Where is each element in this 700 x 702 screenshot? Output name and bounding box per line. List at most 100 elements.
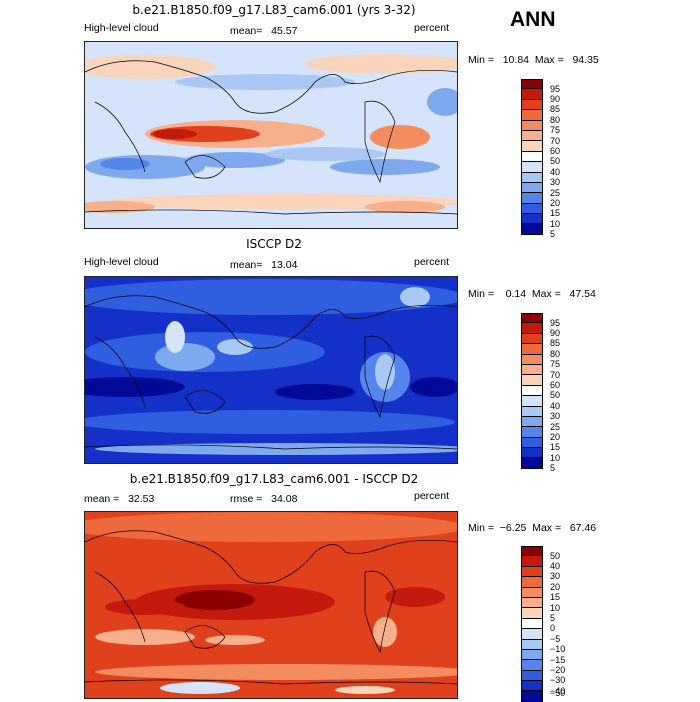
panel-1-map: [84, 41, 458, 229]
colorbar-label: 30: [550, 571, 561, 581]
colorbar-label: 90: [550, 328, 561, 338]
colorbar-label: 75: [550, 359, 561, 369]
colorbar-label: 10: [550, 219, 561, 229]
colorbar-label: 15: [550, 208, 561, 218]
colorbar-label: 30: [550, 411, 561, 421]
colorbar-cell: [521, 577, 543, 588]
colorbar-label: 5: [550, 613, 556, 623]
panel-3-rmse-label: rmse = 34.08: [230, 493, 298, 505]
colorbar-cell: [521, 587, 543, 598]
panel-2-variable-label: High-level cloud: [84, 256, 159, 268]
panel-3-colorbar: [521, 546, 543, 702]
colorbar-label: 50: [550, 390, 561, 400]
colorbar-cell: [521, 110, 543, 121]
colorbar-label: 15: [550, 442, 561, 452]
colorbar-cell: [521, 224, 543, 235]
colorbar-cell: [521, 566, 543, 578]
colorbar-label: 90: [550, 94, 561, 104]
panel-3-mean-label: mean = 32.53: [84, 493, 155, 505]
colorbar-cell: [521, 364, 543, 376]
colorbar-label: 75: [550, 125, 561, 135]
colorbar-cell: [521, 99, 543, 111]
colorbar-label: 80: [550, 349, 561, 359]
colorbar-cell: [521, 193, 543, 204]
colorbar-label: 70: [550, 370, 561, 380]
colorbar-label: 70: [550, 136, 561, 146]
season-label: ANN: [510, 8, 556, 31]
panel-2-map: [84, 276, 458, 464]
panel-2-units-label: percent: [414, 256, 450, 268]
colorbar-cell: [521, 448, 543, 459]
colorbar-label: 95: [550, 84, 561, 94]
panel-2-minmax: Min = 0.14 Max = 47.54: [468, 288, 596, 300]
panel-3-map: [84, 511, 458, 699]
panel-1-minmax: Min = 10.84 Max = 94.35: [468, 54, 599, 66]
colorbar-cell: [521, 214, 543, 225]
colorbar-cell: [521, 344, 543, 355]
colorbar-cell: [521, 406, 543, 417]
colorbar-label: 25: [550, 188, 561, 198]
colorbar-label: 10: [550, 603, 561, 613]
panel-3-title: b.e21.B1850.f09_g17.L83_cam6.001 - ISCCP…: [129, 472, 419, 486]
colorbar-cell: [521, 182, 543, 194]
panel-1-units-label: percent: [414, 22, 450, 34]
colorbar-label: 15: [550, 592, 561, 602]
colorbar-cell: [521, 458, 543, 469]
colorbar-cell: [521, 691, 543, 702]
colorbar-cell: [521, 162, 543, 173]
colorbar-cell: [521, 681, 543, 692]
colorbar-label: 85: [550, 338, 561, 348]
panel-1-title: b.e21.B1850.f09_g17.L83_cam6.001 (yrs 3-…: [132, 3, 416, 17]
colorbar-label: 10: [550, 453, 561, 463]
panel-2-mean-label: mean= 13.04: [230, 259, 298, 271]
colorbar-cell: [521, 556, 543, 567]
panel-2-title: ISCCP D2: [246, 237, 302, 251]
colorbar-label: 40: [550, 167, 561, 177]
colorbar-cell: [521, 597, 543, 609]
colorbar-label: 80: [550, 115, 561, 125]
colorbar-label: 20: [550, 432, 561, 442]
colorbar-cell: [521, 396, 543, 407]
colorbar-cell: [521, 670, 543, 682]
colorbar-cell: [521, 375, 543, 386]
panel-1-variable-label: High-level cloud: [84, 22, 159, 34]
colorbar-label: 60: [550, 146, 561, 156]
colorbar-cell: [521, 416, 543, 428]
colorbar-cell: [521, 354, 543, 365]
colorbar-cell: [521, 639, 543, 650]
panel-3-units-label: percent: [414, 490, 450, 502]
colorbar-cell: [521, 333, 543, 345]
colorbar-label: 20: [550, 582, 561, 592]
colorbar-label: 30: [550, 177, 561, 187]
colorbar-cell: [521, 629, 543, 640]
colorbar-cell: [521, 323, 543, 334]
colorbar-cell: [521, 546, 543, 557]
colorbar-label: −30: [550, 675, 566, 685]
panel-1-colorbar: [521, 79, 543, 235]
colorbar-cell: [521, 385, 543, 397]
colorbar-label: 20: [550, 198, 561, 208]
colorbar-cell: [521, 427, 543, 438]
colorbar-cell: [521, 437, 543, 449]
colorbar-label: −15: [550, 655, 566, 665]
colorbar-label: 40: [550, 561, 561, 571]
panel-3-minmax: Min = −6.25 Max = 67.46: [468, 522, 597, 534]
colorbar-cell: [521, 313, 543, 324]
colorbar-label: −40: [550, 686, 566, 696]
colorbar-label: 5: [550, 229, 556, 239]
colorbar-label: 60: [550, 380, 561, 390]
colorbar-cell: [521, 649, 543, 661]
colorbar-cell: [521, 608, 543, 619]
panel-1-mean-label: mean= 45.57: [230, 25, 298, 37]
colorbar-label: −5: [550, 634, 561, 644]
colorbar-label: −50: [550, 688, 566, 698]
colorbar-cell: [521, 120, 543, 131]
colorbar-cell: [521, 203, 543, 215]
colorbar-cell: [521, 618, 543, 630]
colorbar-label: 0: [550, 623, 556, 633]
colorbar-cell: [521, 151, 543, 163]
panel-2-colorbar: [521, 313, 543, 469]
colorbar-label: −10: [550, 644, 566, 654]
colorbar-cell: [521, 79, 543, 90]
colorbar-cell: [521, 141, 543, 152]
